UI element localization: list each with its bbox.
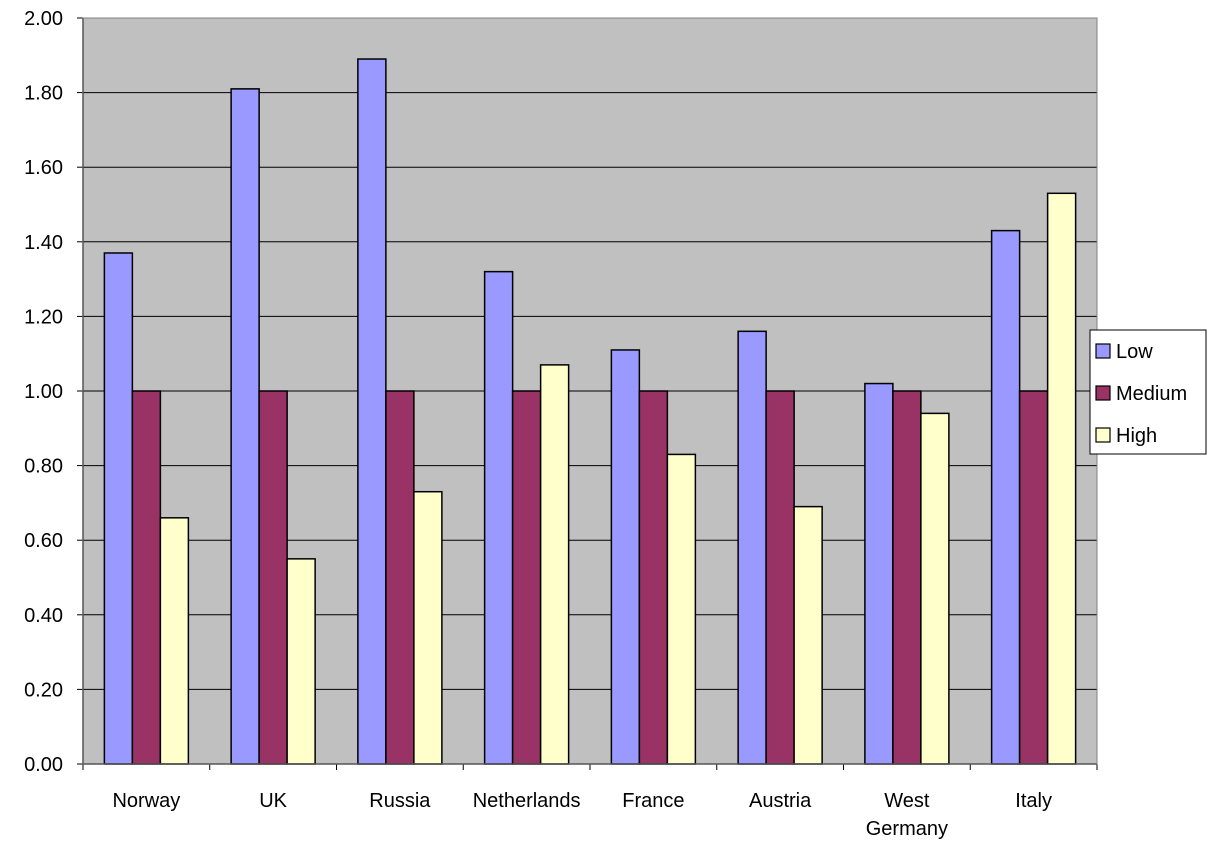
y-tick-label: 1.40: [24, 232, 63, 254]
bar-high-austria: [793, 505, 823, 765]
bar-low-italy: [990, 229, 1021, 765]
x-tick-label-line: Netherlands: [473, 790, 581, 812]
bar-medium-russia: [385, 390, 415, 765]
x-tick-label: Italy: [1015, 790, 1052, 812]
y-tick-label: 0.80: [24, 456, 63, 478]
legend: Low Medium High: [1089, 329, 1207, 455]
y-tick-label: 1.60: [24, 157, 63, 179]
bar-low-uk: [230, 88, 260, 765]
bar-medium-france: [638, 390, 669, 765]
y-tick-label: 2.00: [24, 8, 63, 30]
bars: [103, 58, 1077, 765]
y-tick-label: 1.20: [24, 306, 63, 328]
bar-low-austria: [737, 330, 767, 765]
x-tick-label-line: Norway: [112, 790, 180, 812]
bar-low-russia: [357, 58, 387, 765]
bar-medium-netherlands: [511, 390, 542, 765]
bar-low-west-germany: [864, 382, 894, 765]
x-tick-label-line: Russia: [369, 790, 431, 812]
x-tick-label: Russia: [369, 790, 431, 812]
x-tick-label: Norway: [112, 790, 180, 812]
legend-label-medium: Medium: [1116, 383, 1187, 405]
x-tick-label-line: UK: [259, 790, 287, 812]
bar-high-uk: [286, 558, 316, 765]
legend-swatch-medium: [1095, 385, 1111, 401]
x-tick-label: Austria: [749, 790, 812, 812]
x-tick-label-line: Germany: [866, 818, 948, 840]
y-tick-labels: 0.00 0.20 0.40 0.60 0.80 1.00 1.20 1.40 1.60 1.80…: [24, 8, 63, 776]
x-tick-label: UK: [259, 790, 287, 812]
y-tick-label: 1.80: [24, 83, 63, 105]
bar-medium-italy: [1018, 390, 1049, 765]
bar-high-netherlands: [539, 364, 570, 765]
bar-high-norway: [159, 517, 190, 765]
x-tick-label-line: West: [884, 790, 930, 812]
x-tick-label: West Germany: [866, 790, 948, 840]
y-tick-label: 0.00: [24, 754, 63, 776]
bar-high-italy: [1046, 192, 1077, 765]
bar-high-france: [666, 453, 697, 765]
legend-swatch-low: [1095, 343, 1111, 359]
bar-high-west-germany: [920, 412, 950, 765]
x-tick-label-line: Italy: [1015, 790, 1052, 812]
y-tick-label: 0.20: [24, 679, 63, 701]
bar-low-norway: [103, 252, 134, 765]
bar-low-netherlands: [483, 270, 514, 765]
bar-medium-uk: [258, 390, 288, 765]
x-tick-label: Netherlands: [473, 790, 581, 812]
x-tick-label-line: Austria: [749, 790, 812, 812]
bar-high-russia: [413, 490, 443, 765]
y-tick-label: 0.60: [24, 530, 63, 552]
x-tick-labels: Norway UK Russia Netherlands France Austria We…: [112, 790, 1051, 840]
y-tick-label: 0.40: [24, 605, 63, 627]
legend-label-high: High: [1116, 425, 1157, 447]
bar-low-france: [610, 349, 641, 765]
legend-swatch-high: [1095, 427, 1111, 443]
bar-medium-norway: [131, 390, 162, 765]
bar-medium-austria: [765, 390, 795, 765]
y-tick-label: 1.00: [24, 381, 63, 403]
x-tick-label: France: [622, 790, 684, 812]
x-tick-label-line: France: [622, 790, 684, 812]
legend-label-low: Low: [1116, 341, 1153, 363]
bar-medium-west-germany: [892, 390, 922, 765]
